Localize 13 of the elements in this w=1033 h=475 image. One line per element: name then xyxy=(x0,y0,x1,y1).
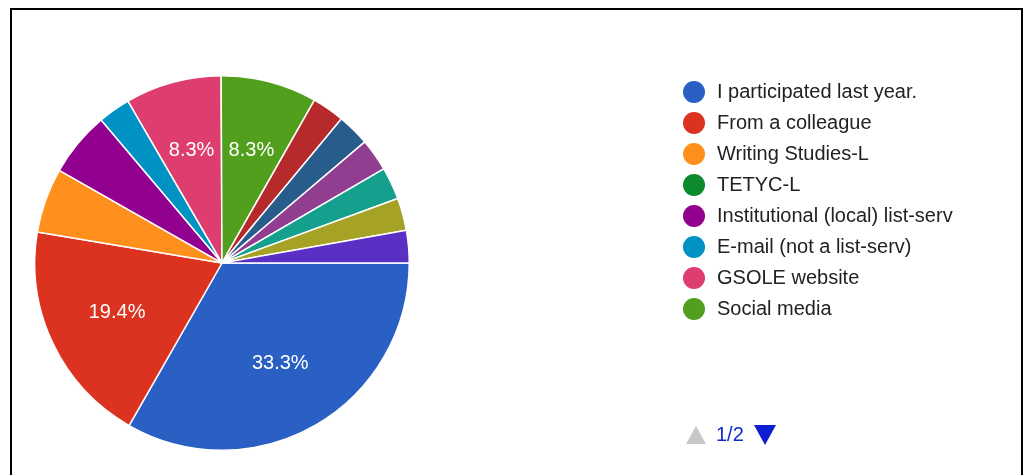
legend-label: GSOLE website xyxy=(717,266,860,289)
legend-label: E-mail (not a list-serv) xyxy=(717,235,912,258)
data-label: 19.4% xyxy=(88,300,146,323)
legend-label: I participated last year. xyxy=(717,80,918,103)
legend-label: TETYC-L xyxy=(717,173,801,196)
legend-label: From a colleague xyxy=(717,111,872,134)
legend-label: Writing Studies-L xyxy=(717,142,869,165)
legend-label: Social media xyxy=(717,297,832,320)
data-label: 8.3% xyxy=(228,138,275,161)
data-label: 33.3% xyxy=(251,350,309,373)
text: 1/2 xyxy=(716,423,744,446)
data-label: 8.3% xyxy=(168,138,215,161)
legend-label: Institutional (local) list-serv xyxy=(717,204,953,227)
